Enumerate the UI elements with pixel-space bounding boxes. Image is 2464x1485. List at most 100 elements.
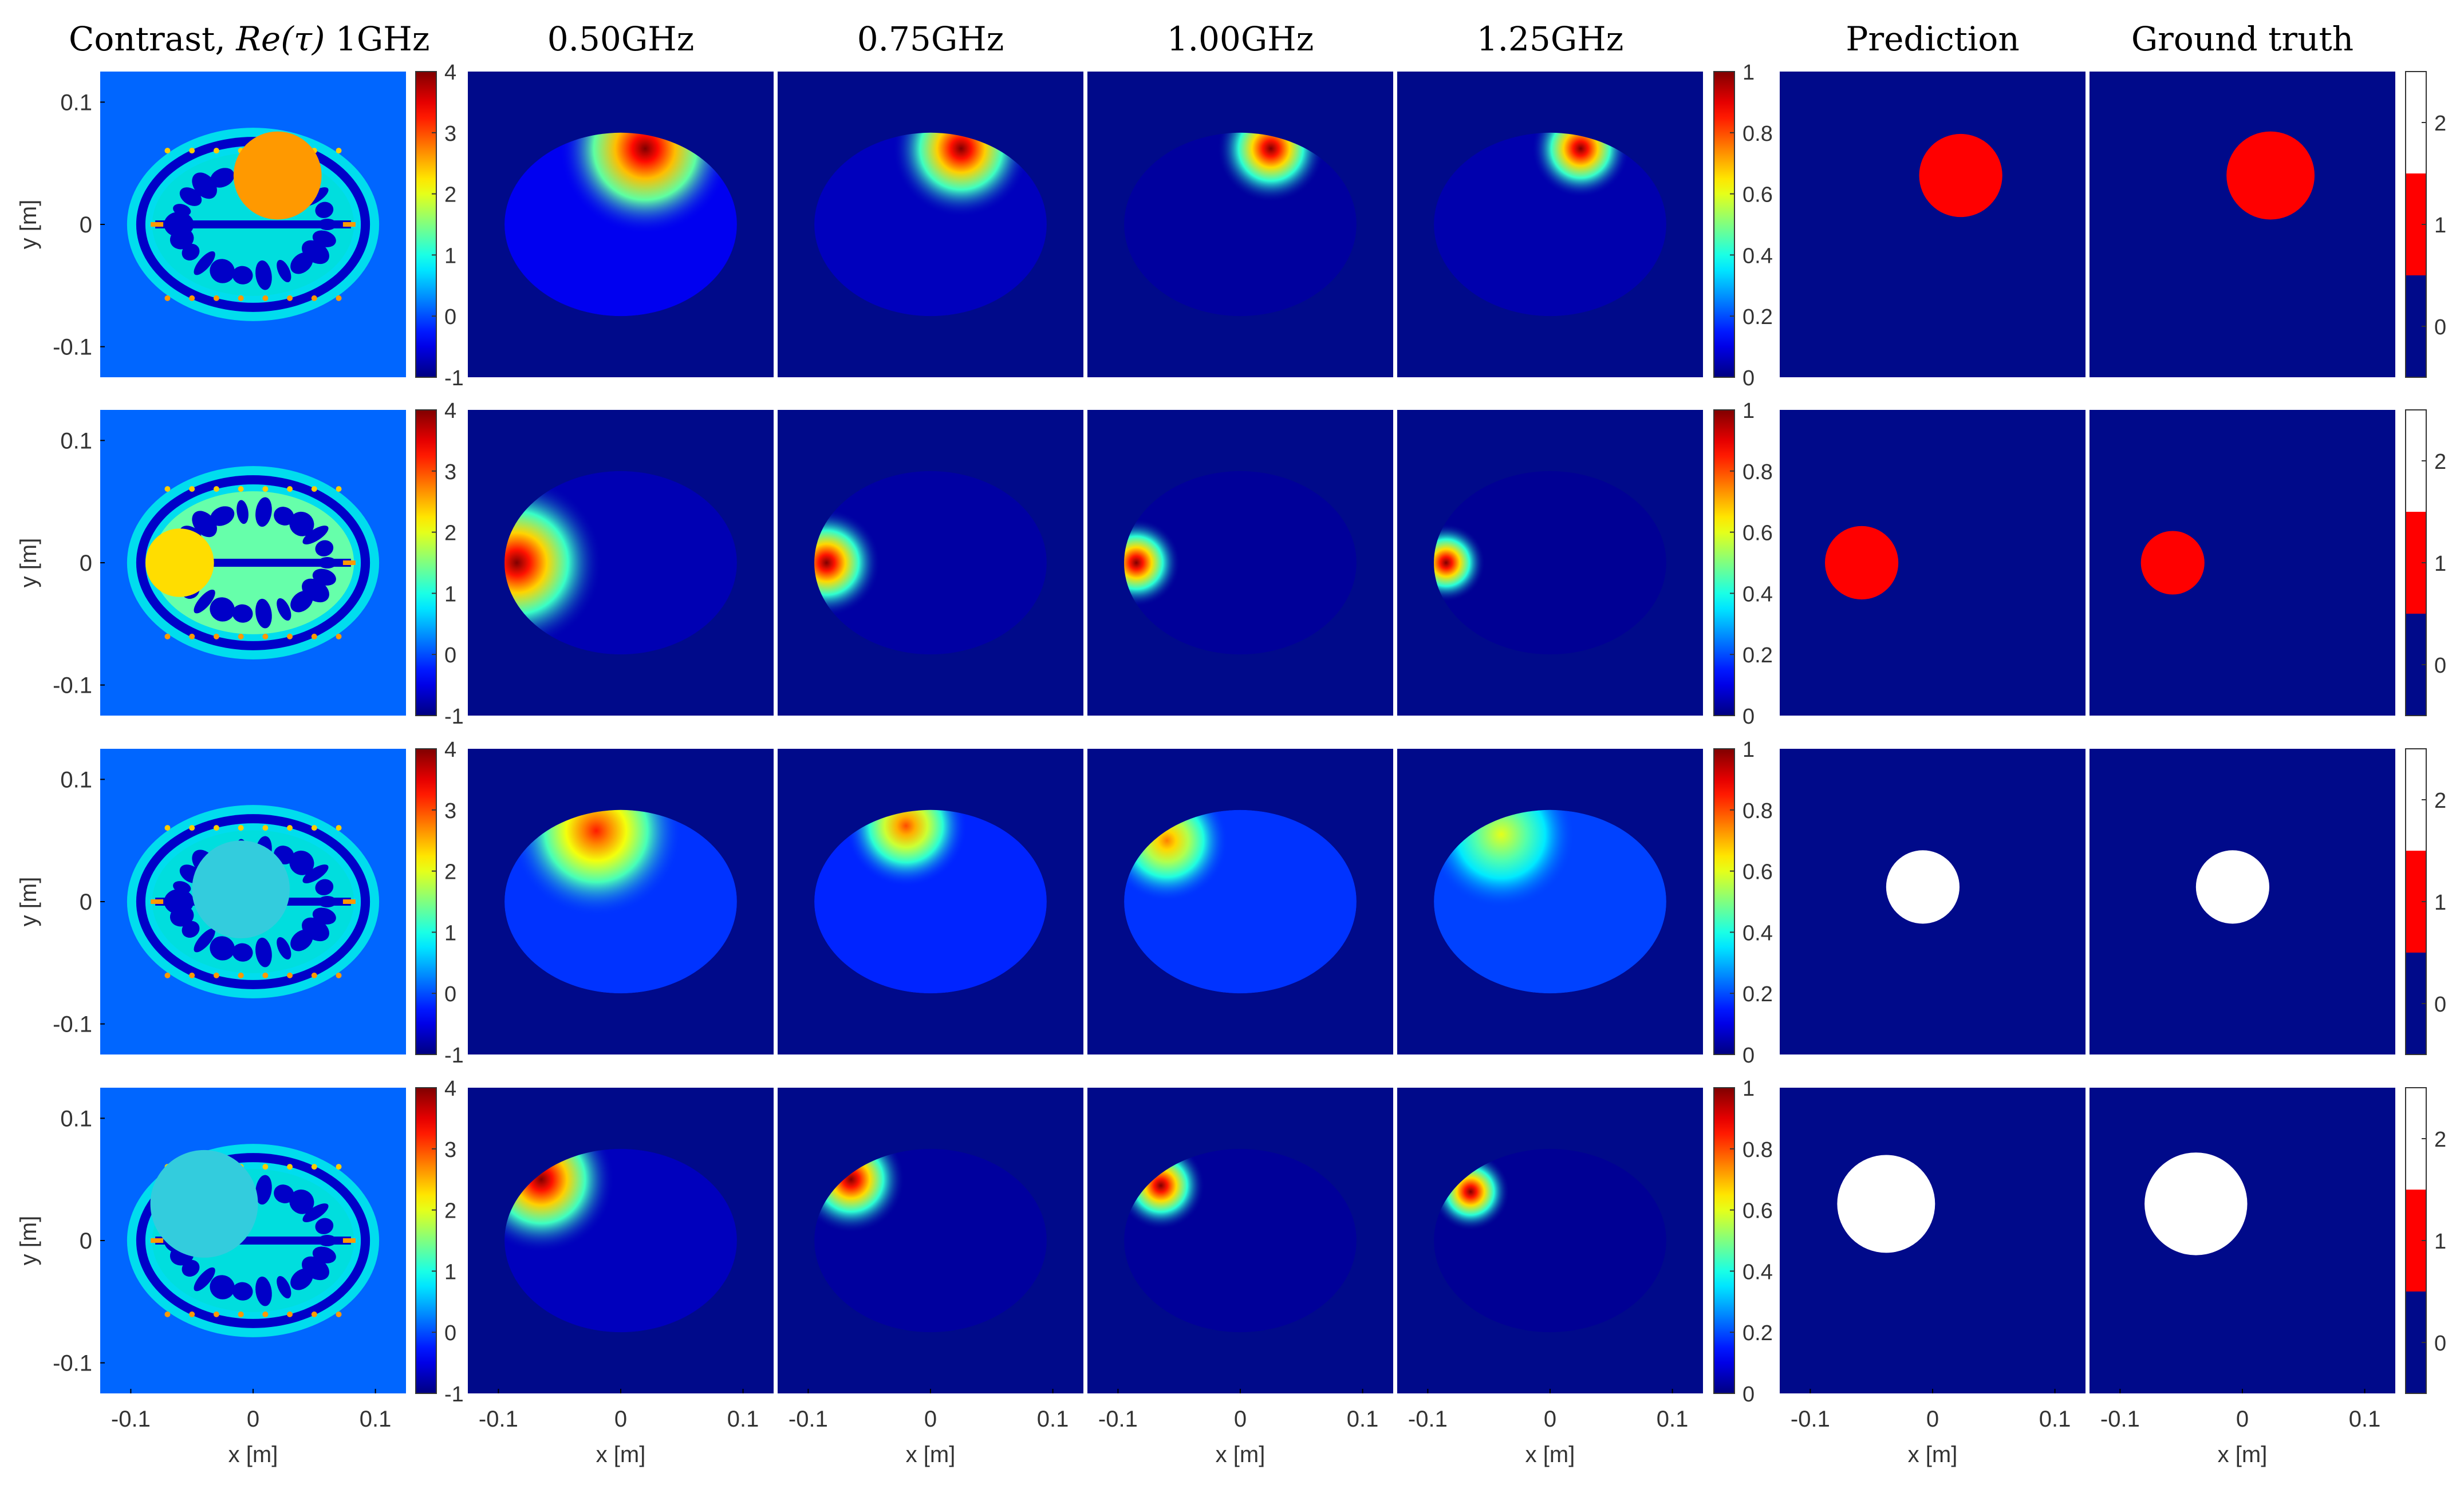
prediction-panel-row-1: [1780, 410, 2085, 716]
lesion-marker: [150, 1150, 258, 1258]
sulcus: [210, 1275, 235, 1300]
x-tick-label: 0: [247, 1407, 259, 1432]
fat-highlight: [164, 972, 171, 978]
x-tick-label: -0.1: [2100, 1407, 2140, 1432]
field-panel-row-2-f3: [1397, 749, 1703, 1054]
x-tick-label: 0.1: [1037, 1407, 1069, 1432]
panel-background: [2090, 72, 2395, 377]
contrast-panel-row-3: 0.1 0 -0.1 y [m] -0.1 0 0.1 x [m] 4 3 2 1 0 -1: [16, 1077, 464, 1467]
colorbar-tick-label: 0.2: [1742, 982, 1773, 1006]
fat-highlight: [238, 486, 244, 492]
fat-highlight: [189, 486, 195, 492]
sulcus: [173, 881, 191, 894]
colorbar-tick-label: 0: [444, 305, 456, 329]
fat-highlight: [189, 295, 195, 301]
y-tick-label: 0.1: [60, 428, 92, 453]
column-title-1: 0.50GHz: [547, 19, 695, 58]
colorbar-tick-label: 0.6: [1742, 522, 1773, 546]
fat-highlight: [311, 825, 317, 831]
colorbar-tick-label: 3: [444, 122, 456, 146]
field-colorbar-row-3: 1 0.8 0.6 0.4 0.2 0: [1713, 1077, 1773, 1407]
colorbar-tick-label: 2: [2434, 450, 2446, 474]
colorbar-frame: [415, 1087, 437, 1394]
colorbar-tick-label: -1: [444, 1383, 464, 1407]
fat-highlight: [262, 825, 269, 831]
colorbar-tick-label: -1: [444, 366, 464, 390]
sulcus: [210, 597, 235, 622]
fat-highlight: [164, 633, 171, 639]
fat-highlight: [342, 1238, 356, 1243]
colorbar-frame: [1713, 1087, 1735, 1394]
x-axis-label: x [m]: [228, 1442, 278, 1467]
colorbar-tick-label: 1: [444, 1260, 456, 1284]
colorbar-tick-label: 0.4: [1742, 582, 1773, 606]
colorbar-tick-label: 0: [444, 1321, 456, 1345]
x-tick-label: -0.1: [479, 1407, 518, 1432]
fat-highlight: [336, 825, 342, 831]
fat-highlight: [164, 825, 171, 831]
colorbar-tick-label: 4: [444, 738, 456, 762]
field-panel-row-3-f1: -0.1 0 0.1 x [m]: [778, 1088, 1083, 1467]
field-hotspot: [1434, 523, 1485, 602]
fat-highlight: [189, 148, 195, 154]
colorbar-tick-label: 0.6: [1742, 1199, 1773, 1223]
x-tick-label: 0: [1926, 1407, 1939, 1432]
fat-highlight: [213, 148, 219, 154]
x-tick-label: 0: [1544, 1407, 1556, 1432]
contrast-panel-row-0: 0.1 0 -0.1 y [m] 4 3 2 1 0 -1: [16, 61, 464, 390]
field-hotspot: [845, 809, 968, 887]
x-tick-label: -0.1: [1408, 1407, 1448, 1432]
fat-highlight: [287, 1164, 293, 1170]
fat-highlight: [189, 825, 195, 831]
fat-highlight: [262, 1311, 269, 1317]
colorbar-tick-label: 0: [1742, 366, 1755, 390]
y-tick-label: -0.1: [53, 673, 92, 698]
ground_truth-mask: [2195, 850, 2269, 924]
fat-highlight: [336, 486, 342, 492]
x-tick-label: 0.1: [360, 1407, 392, 1432]
colorbar-tick-label: 1: [1742, 1077, 1755, 1101]
x-tick-label: 0.1: [1347, 1407, 1379, 1432]
x-tick-label: 0.1: [727, 1407, 759, 1432]
fat-highlight: [151, 1238, 164, 1243]
prediction-mask: [1825, 526, 1899, 600]
fat-highlight: [164, 1311, 171, 1317]
colorbar-tick-label: 0: [2434, 1332, 2446, 1356]
colorbar-tick-label: 0.4: [1742, 1260, 1773, 1284]
colorbar-tick-label: 0.2: [1742, 643, 1773, 668]
fat-highlight: [342, 899, 356, 904]
sulcus: [232, 943, 253, 962]
fat-highlight: [262, 972, 269, 978]
field-halo: [1434, 471, 1666, 655]
sulcus: [232, 266, 253, 285]
colorbar-frame: [415, 409, 437, 716]
sulcus: [173, 204, 191, 216]
colorbar-gradient: [416, 410, 436, 716]
class-colorbar-row-0: 2 1 0: [2405, 71, 2446, 378]
prediction-mask: [1886, 850, 1960, 924]
fat-highlight: [213, 486, 219, 492]
field-panel-row-0-f2: [1087, 72, 1393, 377]
column-title-4: 1.25GHz: [1477, 19, 1624, 58]
colorbar-tick-label: 0.6: [1742, 860, 1773, 884]
colorbar-tick-label: 1: [1742, 399, 1755, 423]
field-hotspot: [504, 477, 602, 649]
column-title-6: Ground truth: [2131, 19, 2353, 58]
contrast-panel-row-1: 0.1 0 -0.1 y [m] 4 3 2 1 0 -1: [16, 399, 464, 729]
colorbar-tick-label: 2: [444, 183, 456, 207]
sulcus: [236, 500, 249, 524]
colorbar-tick-label: 2: [2434, 789, 2446, 813]
colorbar-tick-label: 1: [1742, 61, 1755, 85]
sulcus: [289, 1189, 314, 1214]
y-tick-label: 0.1: [60, 1106, 92, 1131]
colorbar-tick-label: 4: [444, 399, 456, 423]
fat-highlight: [287, 1311, 293, 1317]
colorbar-tick-label: 0: [2434, 654, 2446, 678]
fat-highlight: [189, 633, 195, 639]
sulcus: [194, 589, 215, 614]
colorbar-tick-label: 3: [444, 799, 456, 823]
colorbar-tick-label: -1: [444, 1044, 464, 1068]
fat-highlight: [311, 1311, 317, 1317]
x-axis-label: x [m]: [1216, 1442, 1265, 1467]
y-tick-label: 0: [80, 212, 92, 238]
